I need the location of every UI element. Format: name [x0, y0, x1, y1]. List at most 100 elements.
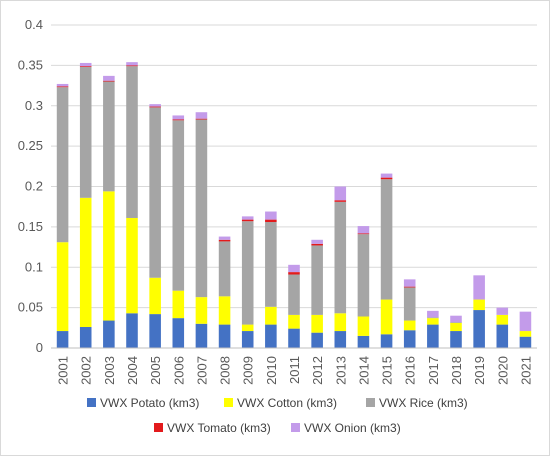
x-tick-label: 2001: [56, 356, 71, 385]
x-tick-label: 2006: [171, 356, 186, 385]
bar-segment-vwx-cotton-km3-2007: [195, 297, 208, 324]
bar-segment-vwx-rice-km3-2017: [427, 317, 439, 319]
bar-segment-vwx-cotton-km3-2021: [519, 331, 532, 337]
bar-segment-vwx-cotton-km3-2012: [311, 314, 323, 333]
bar-segment-vwx-onion-km3-2021: [519, 311, 532, 332]
bar-segment-vwx-rice-km3-2008: [218, 241, 231, 297]
bar-segment-vwx-rice-km3-2018: [450, 322, 462, 323]
bar-segment-vwx-cotton-km3-2020: [496, 314, 509, 325]
bar-segment-vwx-tomato-km3-2014: [357, 233, 370, 235]
bars: [56, 62, 532, 348]
bar-segment-vwx-potato-km3-2009: [241, 331, 254, 348]
bar-segment-vwx-rice-km3-2011: [288, 274, 300, 315]
bar-segment-vwx-onion-km3-2011: [288, 264, 300, 273]
bar-segment-vwx-onion-km3-2016: [403, 279, 416, 287]
bar-segment-vwx-rice-km3-2002: [79, 66, 92, 198]
bar-segment-vwx-potato-km3-2008: [218, 324, 231, 348]
bar-segment-vwx-cotton-km3-2013: [334, 313, 347, 332]
x-tick-label: 2012: [310, 356, 325, 385]
bar-segment-vwx-rice-km3-2001: [56, 87, 69, 243]
x-tick-label: 2011: [287, 356, 302, 384]
legend-label: VWX Tomato (km3): [167, 421, 271, 435]
bar-segment-vwx-cotton-km3-2010: [265, 306, 277, 325]
bar-segment-vwx-onion-km3-2006: [172, 115, 185, 120]
bar-segment-vwx-tomato-km3-2011: [288, 272, 300, 275]
bar-segment-vwx-onion-km3-2009: [241, 216, 254, 220]
y-tick-label: 0.1: [25, 259, 43, 274]
x-tick-label: 2010: [264, 356, 279, 385]
bar-segment-vwx-cotton-km3-2016: [403, 320, 416, 331]
bar-segment-vwx-rice-km3-2015: [380, 179, 393, 300]
bar-segment-vwx-tomato-km3-2008: [218, 239, 231, 242]
bar-segment-vwx-onion-km3-2017: [427, 310, 439, 318]
x-tick-label: 2015: [380, 356, 395, 385]
legend-label: VWX Cotton (km3): [237, 396, 337, 410]
bar-segment-vwx-onion-km3-2003: [103, 75, 115, 81]
bar-segment-vwx-potato-km3-2014: [357, 335, 370, 348]
bar-segment-vwx-onion-km3-2013: [334, 186, 347, 201]
legend-swatch: [87, 398, 96, 407]
bar-segment-vwx-tomato-km3-2015: [380, 177, 393, 180]
legend-swatch: [154, 423, 163, 432]
bar-segment-vwx-cotton-km3-2005: [149, 277, 161, 315]
x-tick-label: 2013: [333, 356, 348, 385]
x-tick-label: 2008: [218, 356, 233, 385]
bar-segment-vwx-cotton-km3-2006: [172, 290, 185, 319]
x-tick-label: 2019: [472, 356, 487, 385]
bar-segment-vwx-onion-km3-2020: [496, 307, 509, 315]
x-tick-label: 2020: [495, 356, 510, 385]
bar-segment-vwx-potato-km3-2013: [334, 331, 347, 348]
x-tick-label: 2017: [426, 356, 441, 385]
bar-segment-vwx-rice-km3-2003: [103, 81, 115, 192]
bar-segment-vwx-tomato-km3-2005: [149, 106, 161, 108]
legend-label: VWX Onion (km3): [304, 421, 401, 435]
bar-segment-vwx-onion-km3-2018: [450, 315, 462, 323]
bar-segment-vwx-cotton-km3-2018: [450, 322, 462, 332]
bar-segment-vwx-cotton-km3-2004: [126, 217, 138, 314]
bar-segment-vwx-onion-km3-2012: [311, 239, 323, 244]
bar-segment-vwx-potato-km3-2011: [288, 328, 300, 348]
bar-segment-vwx-tomato-km3-2004: [126, 65, 138, 67]
x-tick-label: 2004: [125, 356, 140, 385]
bar-segment-vwx-cotton-km3-2014: [357, 316, 370, 336]
y-tick-label: 0.4: [25, 17, 43, 32]
bar-segment-vwx-potato-km3-2007: [195, 323, 208, 348]
y-tick-label: 0.2: [25, 179, 43, 194]
x-tick-label: 2003: [102, 356, 117, 385]
bar-segment-vwx-cotton-km3-2008: [218, 296, 231, 325]
x-tick-label: 2014: [356, 356, 371, 385]
bar-segment-vwx-onion-km3-2019: [473, 275, 485, 300]
bar-segment-vwx-rice-km3-2009: [241, 221, 254, 325]
bar-segment-vwx-onion-km3-2007: [195, 112, 208, 119]
bar-segment-vwx-potato-km3-2016: [403, 330, 416, 348]
bar-segment-vwx-tomato-km3-2002: [79, 66, 92, 67]
bar-segment-vwx-potato-km3-2018: [450, 331, 462, 348]
x-tick-label: 2007: [194, 356, 209, 385]
bar-segment-vwx-tomato-km3-2012: [311, 243, 323, 246]
bar-segment-vwx-tomato-km3-2016: [403, 286, 416, 288]
x-tick-label: 2002: [79, 356, 94, 385]
bar-segment-vwx-rice-km3-2016: [403, 287, 416, 321]
bar-segment-vwx-onion-km3-2002: [79, 62, 92, 67]
bar-segment-vwx-potato-km3-2004: [126, 313, 138, 348]
bar-segment-vwx-potato-km3-2002: [79, 327, 92, 348]
bar-segment-vwx-potato-km3-2010: [265, 324, 277, 348]
bar-segment-vwx-cotton-km3-2019: [473, 299, 485, 311]
bar-segment-vwx-rice-km3-2004: [126, 66, 138, 218]
bar-segment-vwx-potato-km3-2019: [473, 310, 485, 348]
bar-segment-vwx-onion-km3-2014: [357, 226, 370, 234]
bar-segment-vwx-potato-km3-2001: [56, 331, 69, 348]
y-axis-tick-labels: 0 0.05 0.1 0.15 0.2 0.25 0.3 0.35 0.4: [18, 17, 43, 355]
bar-segment-vwx-onion-km3-2008: [218, 236, 231, 240]
bar-segment-vwx-potato-km3-2020: [496, 324, 509, 348]
y-tick-label: 0.05: [18, 300, 43, 315]
bar-segment-vwx-potato-km3-2017: [427, 324, 439, 348]
bar-segment-vwx-potato-km3-2015: [380, 334, 393, 348]
bar-segment-vwx-onion-km3-2004: [126, 62, 138, 66]
bar-segment-vwx-potato-km3-2012: [311, 332, 323, 348]
bar-segment-vwx-potato-km3-2021: [519, 336, 532, 348]
bar-segment-vwx-tomato-km3-2013: [334, 200, 347, 202]
bar-segment-vwx-tomato-km3-2010: [265, 219, 277, 223]
